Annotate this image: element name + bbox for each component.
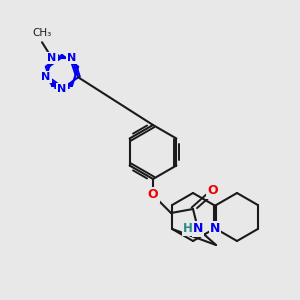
Text: N: N xyxy=(68,53,76,63)
Text: N: N xyxy=(47,53,57,63)
Text: N: N xyxy=(193,223,203,236)
Text: N: N xyxy=(57,84,67,94)
Text: O: O xyxy=(148,188,158,202)
Text: N: N xyxy=(41,72,50,82)
Text: N: N xyxy=(210,223,220,236)
Text: CH₃: CH₃ xyxy=(32,28,52,38)
Text: O: O xyxy=(208,184,218,197)
Text: H: H xyxy=(183,223,193,236)
